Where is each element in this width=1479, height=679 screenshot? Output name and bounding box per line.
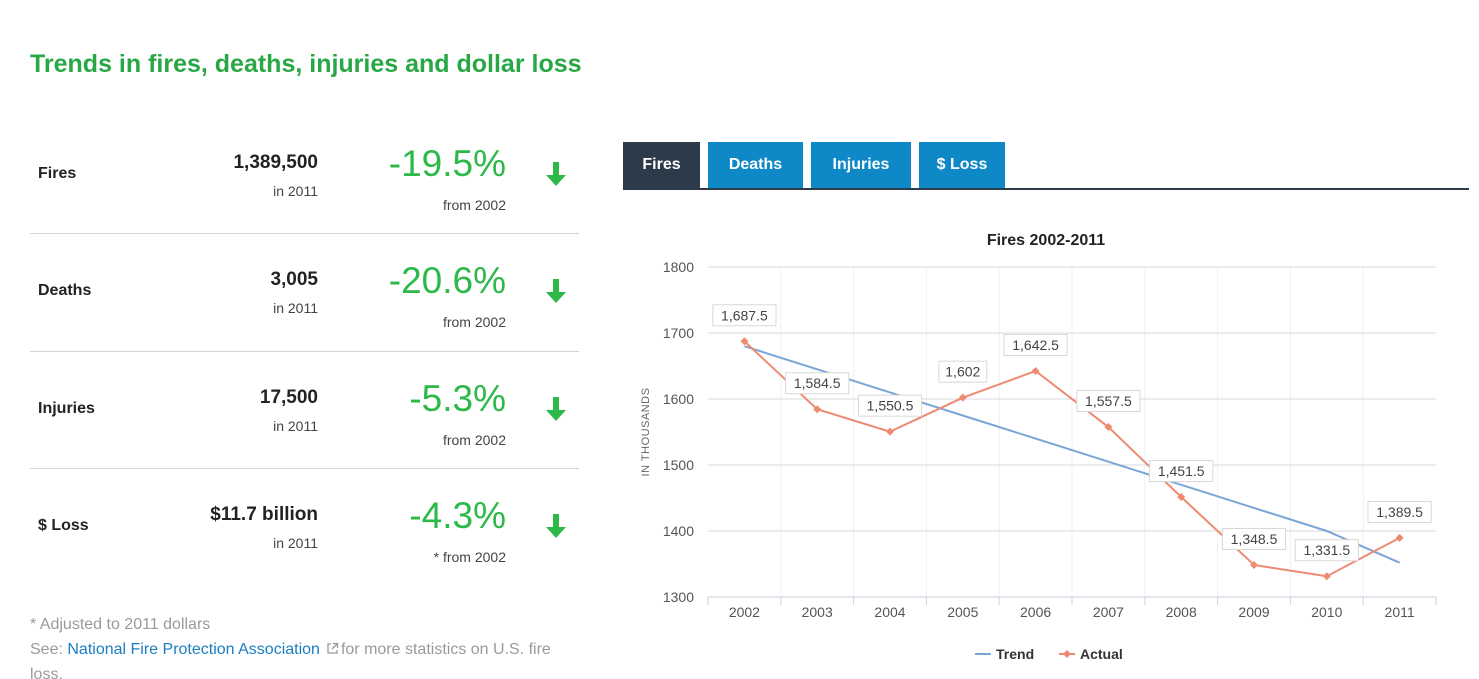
x-tick-label: 2011 bbox=[1385, 604, 1415, 620]
stat-year: in 2011 bbox=[273, 417, 318, 434]
stat-label: Deaths bbox=[38, 282, 92, 300]
stat-row-deaths: Deaths 3,005 in 2011 -20.6% from 2002 bbox=[30, 234, 579, 352]
x-tick-label: 2009 bbox=[1238, 604, 1269, 620]
line-chart: 1300 1400 1500 1600 1700 1800 2002 2003 2004 2005… bbox=[640, 259, 1437, 662]
see-more-rest: for more statistics on U.S. fire loss. bbox=[30, 641, 551, 679]
data-label-box bbox=[785, 372, 850, 395]
data-point-actual bbox=[813, 405, 822, 414]
data-point-actual bbox=[1177, 493, 1186, 502]
stat-value: $11.7 billion bbox=[210, 503, 318, 525]
data-label: 1,602 bbox=[945, 364, 980, 380]
y-tick-label: 1300 bbox=[663, 589, 694, 605]
data-label-box bbox=[1294, 539, 1359, 562]
see-label: See: bbox=[30, 641, 63, 658]
footnote: * Adjusted to 2011 dollars See: National… bbox=[30, 612, 570, 679]
data-label-box bbox=[1149, 460, 1214, 483]
data-point-actual bbox=[1395, 533, 1404, 542]
stat-from-year: from 2002 bbox=[442, 431, 506, 448]
arrow-down-icon bbox=[546, 162, 566, 186]
x-tick-label: 2006 bbox=[1020, 604, 1051, 620]
y-tick-label: 1500 bbox=[663, 457, 694, 473]
x-tick-label: 2002 bbox=[729, 604, 760, 620]
data-label: 1,687.5 bbox=[721, 307, 768, 323]
chart-tabs: Fires Deaths Injuries $ Loss bbox=[623, 142, 1469, 190]
adjusted-note: * Adjusted to 2011 dollars bbox=[30, 616, 211, 633]
legend-label-trend: Trend bbox=[996, 646, 1034, 662]
see-more-note: See: National Fire Protection Associatio… bbox=[30, 637, 570, 679]
data-point-actual bbox=[740, 337, 749, 346]
stat-change-percent: -19.5% bbox=[388, 143, 506, 184]
nfpa-link[interactable]: National Fire Protection Association bbox=[67, 641, 320, 658]
data-label: 1,451.5 bbox=[1158, 463, 1205, 479]
stat-year: in 2011 bbox=[273, 534, 318, 551]
stat-row-fires: Fires 1,389,500 in 2011 -19.5% from 2002 bbox=[30, 117, 579, 235]
stat-value: 1,389,500 bbox=[233, 152, 318, 173]
data-label-box bbox=[1367, 500, 1432, 523]
data-point-actual bbox=[1031, 366, 1040, 375]
y-tick-label: 1400 bbox=[663, 523, 694, 539]
data-label: 1,557.5 bbox=[1085, 393, 1132, 409]
x-tick-label: 2005 bbox=[947, 604, 978, 620]
data-point-actual bbox=[1250, 560, 1258, 569]
stat-year: in 2011 bbox=[273, 183, 318, 199]
series-line-actual bbox=[743, 340, 1401, 578]
x-tick-label: 2008 bbox=[1166, 604, 1197, 620]
data-label: 1,584.5 bbox=[794, 375, 841, 391]
stat-row-injuries: Injuries 17,500 in 2011 -5.3% from 2002 bbox=[30, 352, 579, 469]
stat-label: Injuries bbox=[38, 399, 95, 417]
y-axis-label: IN THOUSANDS bbox=[640, 388, 652, 477]
stat-label: $ Loss bbox=[38, 516, 89, 534]
x-tick-label: 2010 bbox=[1311, 604, 1342, 620]
data-point-actual bbox=[886, 427, 894, 436]
tab-injuries[interactable]: Injuries bbox=[811, 142, 911, 188]
data-point-actual bbox=[1104, 423, 1113, 432]
stat-change-percent: -4.3% bbox=[409, 494, 506, 536]
stat-change-percent: -20.6% bbox=[388, 260, 506, 302]
stat-change-percent: -5.3% bbox=[409, 377, 506, 419]
stat-value: 3,005 bbox=[270, 269, 318, 291]
arrow-down-icon bbox=[546, 513, 566, 538]
y-tick-label: 1800 bbox=[663, 259, 694, 275]
data-point-actual bbox=[1322, 572, 1331, 581]
x-tick-label: 2007 bbox=[1093, 604, 1124, 620]
legend-marker-actual bbox=[1063, 650, 1071, 658]
data-label-box bbox=[857, 394, 923, 417]
arrow-down-icon bbox=[546, 279, 566, 304]
y-tick-label: 1700 bbox=[663, 325, 694, 341]
x-tick-label: 2003 bbox=[802, 604, 833, 620]
external-link-icon bbox=[327, 642, 339, 654]
data-label-box bbox=[1076, 390, 1141, 413]
stat-from-year: from 2002 bbox=[442, 197, 506, 213]
series-line-trend bbox=[744, 345, 1400, 564]
stat-row-loss: $ Loss $11.7 billion in 2011 -4.3% * fro… bbox=[30, 469, 579, 586]
data-label-box bbox=[1221, 527, 1287, 550]
legend-label-actual: Actual bbox=[1080, 646, 1123, 662]
arrow-down-icon bbox=[546, 396, 566, 421]
stat-from-year: * from 2002 bbox=[433, 548, 506, 565]
data-label-box bbox=[938, 360, 988, 383]
data-label: 1,642.5 bbox=[1012, 337, 1059, 353]
data-point-actual bbox=[958, 393, 967, 402]
tab-loss[interactable]: $ Loss bbox=[919, 142, 1005, 188]
data-label-box bbox=[1003, 333, 1068, 356]
data-label: 1,389.5 bbox=[1376, 504, 1423, 520]
y-tick-label: 1600 bbox=[663, 391, 694, 407]
stat-year: in 2011 bbox=[273, 300, 318, 317]
x-tick-label: 2004 bbox=[874, 604, 905, 620]
stat-value: 17,500 bbox=[259, 386, 318, 408]
page-title: Trends in fires, deaths, injuries and do… bbox=[30, 50, 582, 78]
data-label: 1,331.5 bbox=[1303, 542, 1350, 558]
data-label-box bbox=[712, 304, 777, 327]
stats-panel: Fires 1,389,500 in 2011 -19.5% from 2002… bbox=[30, 117, 579, 586]
data-label: 1,550.5 bbox=[867, 398, 914, 414]
stat-label: Fires bbox=[38, 165, 77, 182]
data-label: 1,348.5 bbox=[1231, 531, 1278, 547]
chart-title: Fires 2002-2011 bbox=[986, 232, 1106, 249]
tab-deaths[interactable]: Deaths bbox=[708, 142, 803, 188]
tab-fires[interactable]: Fires bbox=[623, 142, 700, 188]
stat-from-year: from 2002 bbox=[442, 314, 506, 331]
